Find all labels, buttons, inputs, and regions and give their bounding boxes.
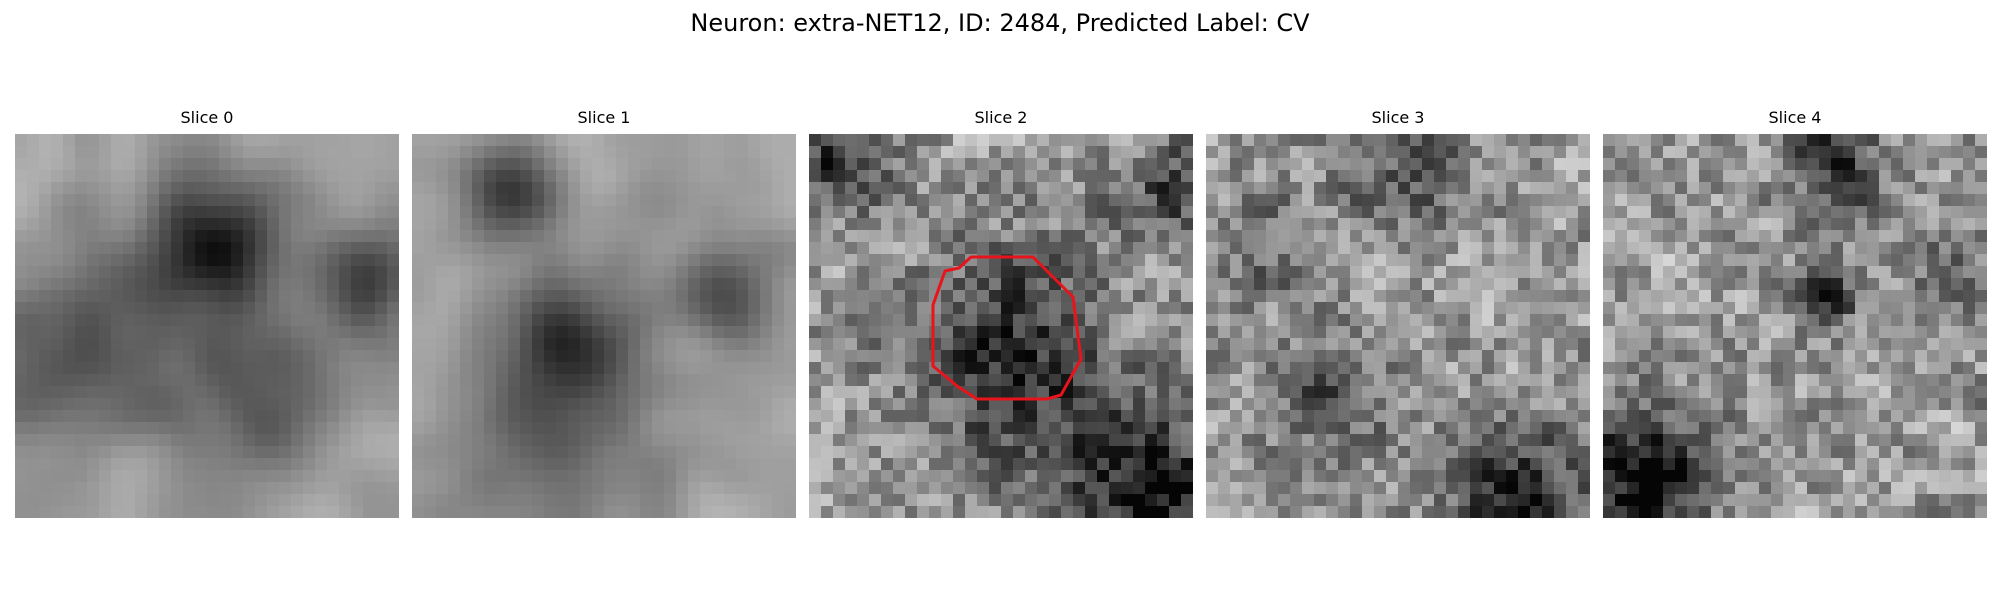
slice-panel-0: Slice 0: [15, 108, 399, 518]
slice-panel-4: Slice 4: [1603, 108, 1987, 518]
slice-title: Slice 4: [1768, 108, 1822, 127]
slice-panel-3: Slice 3: [1206, 108, 1590, 518]
slice-image: [1603, 134, 1987, 518]
slice-image: [1206, 134, 1590, 518]
slice-title: Slice 0: [180, 108, 234, 127]
slice-title: Slice 2: [974, 108, 1028, 127]
slice-image: [15, 134, 399, 518]
slice-image: [412, 134, 796, 518]
slice-image: [809, 134, 1193, 518]
roi-outline: [931, 255, 1083, 401]
slice-title: Slice 3: [1371, 108, 1425, 127]
figure-title: Neuron: extra-NET12, ID: 2484, Predicted…: [690, 9, 1310, 37]
slice-panel-1: Slice 1: [412, 108, 796, 518]
slice-title: Slice 1: [577, 108, 631, 127]
slice-panel-2: Slice 2: [809, 108, 1193, 518]
